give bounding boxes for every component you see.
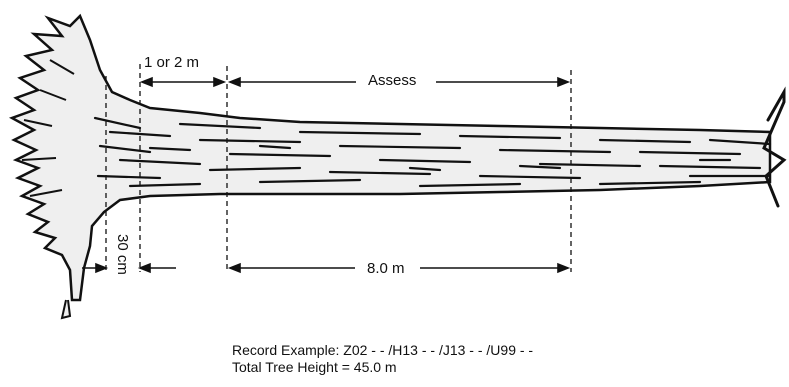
root-flare (8, 13, 772, 320)
top-dimension-arrows (139, 76, 571, 88)
skip-length-label: 1 or 2 m (144, 54, 200, 71)
cut-end (762, 86, 787, 208)
record-example: Record Example: Z02 - - /H13 - - /J13 - … (232, 342, 534, 358)
bottom-dimension-arrows (82, 262, 571, 274)
bark-texture (93, 116, 772, 188)
assess-length-label: 8.0 m (363, 261, 409, 276)
assess-zone-label: Assess (364, 73, 421, 88)
total-tree-height: Total Tree Height = 45.0 m (232, 359, 397, 375)
measurement-guides (105, 64, 572, 272)
stump-height-label: 30 cm (114, 234, 131, 275)
